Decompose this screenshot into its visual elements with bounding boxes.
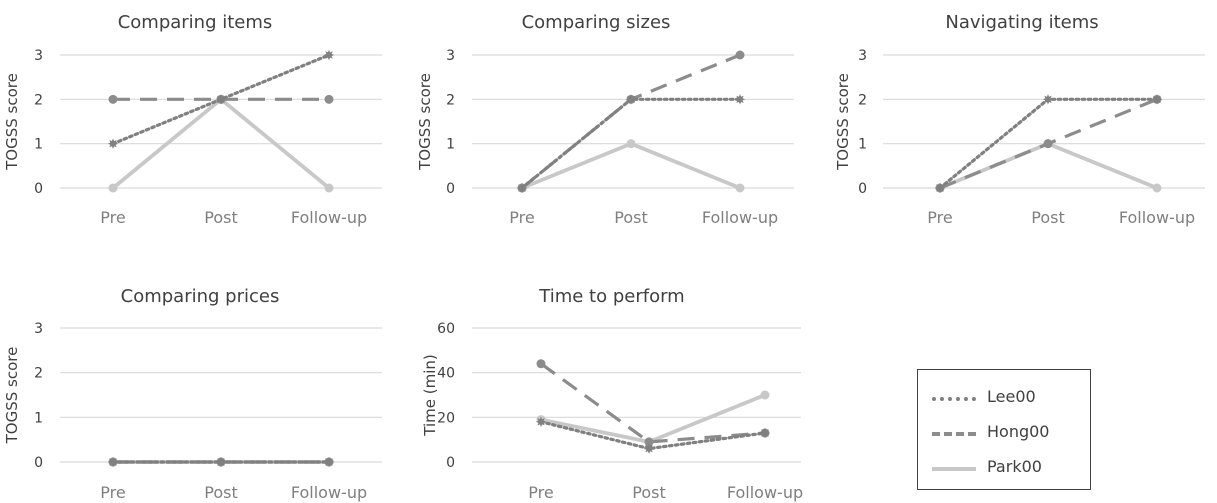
x-tick-label: Post — [632, 483, 665, 502]
data-point-park00 — [324, 183, 334, 193]
y-tick-label: 3 — [34, 321, 43, 337]
x-tick-label: Post — [204, 483, 237, 502]
x-tick-label: Follow-up — [291, 483, 367, 502]
legend: Lee00 Hong00 Park00 — [917, 369, 1091, 490]
data-point-park00 — [760, 390, 770, 400]
data-point-park00 — [735, 183, 745, 193]
y-tick-label: 1 — [34, 410, 43, 426]
data-point-park00 — [1152, 183, 1162, 193]
data-point-hong00 — [536, 359, 546, 369]
chart-title: Comparing prices — [121, 286, 280, 307]
y-tick-label: 3 — [34, 48, 43, 64]
data-point-park00 — [108, 183, 118, 193]
y-tick-label: 0 — [858, 181, 867, 197]
y-tick-label: 3 — [858, 48, 867, 64]
x-tick-label: Post — [614, 208, 647, 227]
data-point-hong00 — [735, 50, 745, 60]
y-axis-label: TOGSS score — [3, 73, 21, 171]
data-point-lee00 — [1042, 94, 1054, 105]
chart-title: Time to perform — [538, 286, 684, 307]
x-tick-label: Post — [204, 208, 237, 227]
series-line-park00 — [939, 141, 1158, 190]
data-point-lee00 — [215, 456, 227, 468]
y-tick-label: 60 — [437, 321, 455, 337]
x-tick-label: Pre — [528, 483, 553, 502]
data-point-lee00 — [107, 456, 119, 468]
data-point-lee00 — [215, 94, 227, 105]
data-point-lee00 — [1151, 94, 1163, 105]
legend-item-park00: Park00 — [918, 456, 1088, 480]
data-point-lee00 — [107, 138, 119, 149]
data-point-hong00 — [324, 94, 334, 104]
data-point-lee00 — [323, 49, 335, 61]
x-tick-label: Follow-up — [291, 208, 367, 227]
chart-title: Comparing items — [118, 12, 273, 33]
x-tick-label: Pre — [509, 208, 534, 227]
legend-item-lee00: Lee00 — [918, 386, 1088, 410]
y-tick-label: 1 — [858, 137, 867, 153]
data-point-lee00 — [323, 456, 335, 468]
y-axis-label: TOGSS score — [416, 73, 434, 171]
data-point-lee00 — [643, 443, 655, 454]
legend-label: Park00 — [987, 457, 1042, 476]
data-point-lee00 — [734, 94, 746, 105]
y-tick-label: 0 — [446, 181, 455, 197]
x-tick-label: Follow-up — [1119, 208, 1195, 227]
y-tick-label: 2 — [34, 366, 43, 382]
y-tick-label: 0 — [446, 455, 455, 471]
data-point-hong00 — [108, 94, 118, 104]
legend-label: Lee00 — [987, 387, 1036, 406]
data-point-hong00 — [644, 437, 654, 447]
x-tick-label: Pre — [927, 208, 952, 227]
legend-swatch-dashed — [932, 432, 976, 436]
y-tick-label: 0 — [34, 455, 43, 471]
chart-title: Comparing sizes — [522, 12, 671, 33]
y-tick-label: 2 — [34, 92, 43, 108]
y-tick-label: 1 — [34, 137, 43, 153]
x-tick-label: Pre — [100, 483, 125, 502]
x-tick-label: Follow-up — [702, 208, 778, 227]
legend-label: Hong00 — [987, 422, 1050, 441]
y-tick-label: 1 — [446, 137, 455, 153]
data-point-lee00 — [934, 182, 946, 194]
legend-swatch-dotted — [932, 397, 976, 401]
series-line-park00 — [521, 141, 741, 190]
y-tick-label: 0 — [34, 181, 43, 197]
x-tick-label: Post — [1031, 208, 1064, 227]
data-point-hong00 — [1043, 139, 1053, 149]
series-line-hong00 — [520, 53, 741, 190]
legend-swatch-solid — [932, 467, 976, 471]
y-tick-label: 20 — [437, 410, 455, 426]
x-tick-label: Pre — [100, 208, 125, 227]
data-point-lee00 — [535, 416, 547, 427]
y-tick-label: 3 — [446, 48, 455, 64]
y-axis-label: Time (min) — [421, 354, 439, 436]
data-point-lee00 — [759, 427, 771, 439]
data-point-park00 — [626, 139, 636, 149]
chart-title: Navigating items — [945, 12, 1098, 33]
y-tick-label: 40 — [437, 366, 455, 382]
y-axis-label: TOGSS score — [834, 73, 852, 171]
y-tick-label: 2 — [858, 92, 867, 108]
x-tick-label: Follow-up — [727, 483, 803, 502]
y-tick-label: 2 — [446, 92, 455, 108]
y-axis-label: TOGSS score — [3, 347, 21, 445]
legend-item-hong00: Hong00 — [918, 421, 1088, 445]
data-point-lee00 — [625, 94, 637, 105]
data-point-lee00 — [516, 182, 528, 194]
